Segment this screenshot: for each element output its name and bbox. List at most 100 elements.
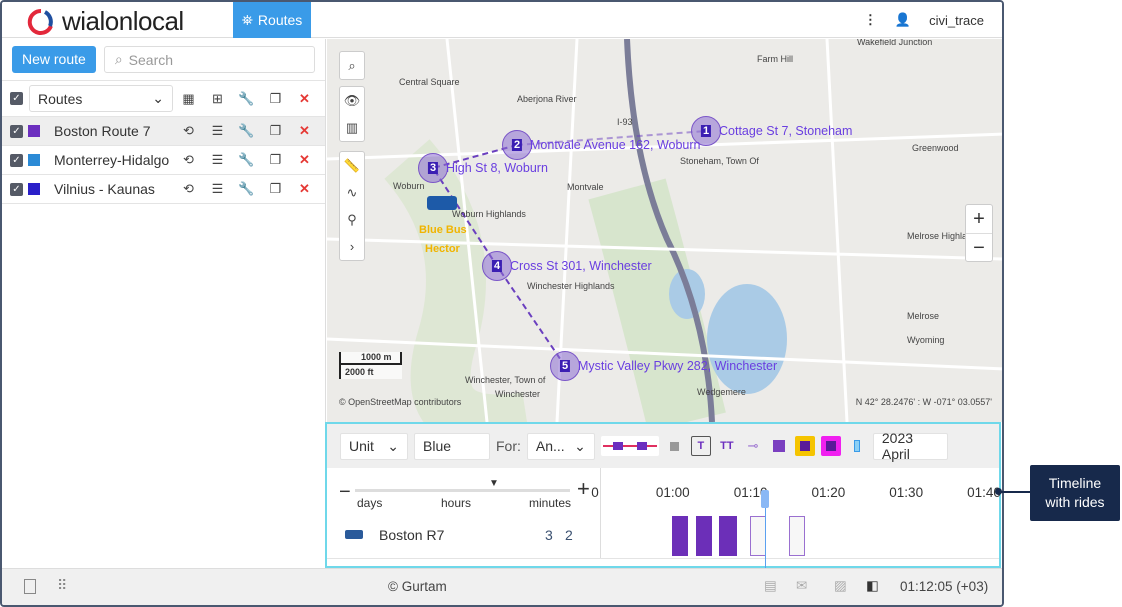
route-row[interactable]: ✓ Boston Route 7 ⟲ ☰ 🔧 ❐ ✕ — [2, 117, 325, 146]
callout-line — [999, 491, 1030, 493]
double-text-icon[interactable]: TT — [720, 440, 734, 452]
route-point-marker[interactable]: 5 — [550, 351, 580, 381]
search-map-icon[interactable]: ⌕ — [348, 57, 356, 73]
map-layers-icon[interactable]: ▥ — [345, 119, 359, 135]
yellow-frame-icon[interactable] — [794, 436, 815, 456]
delete-icon[interactable]: ✕ — [299, 152, 310, 167]
username[interactable]: civi_trace — [929, 12, 984, 28]
route-point-label: Mystic Valley Pkwy 282, Winchester — [578, 359, 778, 373]
route-row[interactable]: ✓ Vilnius - Kaunas ⟲ ☰ 🔧 ❐ ✕ — [2, 175, 325, 204]
route-point-marker[interactable]: 1 — [691, 116, 721, 146]
mail-icon[interactable]: ✉ — [796, 578, 808, 593]
scale-label-hours: hours — [441, 496, 472, 510]
notifications-icon[interactable]: ▤ — [764, 578, 777, 593]
copy-icon[interactable]: ❐ — [269, 152, 282, 167]
planned-ride-bar[interactable] — [788, 516, 806, 556]
list-icon[interactable]: ☰ — [211, 152, 224, 167]
list-icon[interactable]: ☰ — [211, 123, 224, 138]
completed-ride-bar[interactable] — [672, 516, 689, 556]
map[interactable]: Central Square Farm Hill Wakefield Junctio… — [327, 39, 1002, 422]
slider-handle[interactable]: ▼ — [489, 478, 499, 489]
map-coordinates: N 42° 28.2476' : W -071° 03.0557' — [855, 397, 992, 407]
map-place-label: Aberjona River — [517, 94, 577, 104]
map-attribution[interactable]: © OpenStreetMap contributors — [339, 397, 462, 407]
completed-ride-bar[interactable] — [696, 516, 712, 556]
search-input[interactable]: ⌕ Search — [103, 46, 315, 73]
add-schedule-icon[interactable]: ⟲ — [183, 181, 194, 196]
add-schedule-icon[interactable]: ⟲ — [183, 123, 194, 138]
trip-block-icon[interactable] — [769, 436, 789, 456]
user-icon[interactable]: 👤 — [894, 12, 912, 27]
route-point-marker[interactable]: 3 — [418, 153, 448, 183]
scale-slider[interactable]: − ▼ + days hours minutes — [327, 468, 600, 513]
zoom-out-button[interactable]: − — [966, 233, 992, 261]
delete-icon[interactable]: ✕ — [299, 181, 310, 196]
route-checkbox[interactable]: ✓ — [10, 124, 23, 138]
route-checkbox[interactable]: ✓ — [10, 182, 23, 196]
eye-icon[interactable]: 👁 — [343, 92, 361, 108]
wrench-icon[interactable]: 🔧 — [238, 181, 255, 196]
period-select[interactable]: An... ⌄ — [526, 432, 595, 460]
timeline-cursor[interactable] — [761, 490, 770, 568]
route-name[interactable]: Vilnius - Kaunas — [54, 181, 155, 197]
new-route-button[interactable]: New route — [12, 46, 96, 73]
select-all-checkbox[interactable]: ✓ — [10, 92, 23, 105]
wrench-icon[interactable]: 🔧 — [238, 90, 255, 106]
delete-icon[interactable]: ✕ — [299, 90, 310, 106]
unit-type-select[interactable]: Unit ⌄ — [340, 432, 408, 460]
gray-square-icon[interactable] — [665, 436, 685, 456]
route-checkbox[interactable]: ✓ — [10, 153, 23, 167]
map-place-label: Woburn Highlands — [452, 209, 526, 219]
wrench-icon[interactable]: 🔧 — [238, 123, 255, 138]
zoom-out-timeline[interactable]: − — [339, 481, 351, 503]
planned-ride-bar[interactable] — [749, 516, 767, 556]
wrench-icon[interactable]: 🔧 — [238, 152, 255, 167]
route-icon[interactable]: ∿ — [346, 184, 358, 200]
list-icon[interactable]: ☰ — [211, 181, 224, 196]
date-picker[interactable]: 2023 April — [872, 430, 948, 462]
zoom-in-button[interactable]: + — [973, 208, 985, 230]
route-point-label: Cross St 301, Winchester — [510, 259, 652, 273]
add-schedule-icon[interactable]: ⟲ — [183, 152, 194, 167]
wialon-local-logo: wialonlocal — [26, 6, 184, 37]
copy-icon[interactable]: ❐ — [269, 181, 282, 196]
track-mode-icon[interactable] — [600, 436, 659, 456]
route-point-marker[interactable]: 4 — [482, 251, 512, 281]
map-place-label: Wedgemere — [697, 387, 746, 397]
route-row[interactable]: ✓ Monterrey-Hidalgo ⟲ ☰ 🔧 ❐ ✕ — [2, 146, 325, 175]
more-vert-icon[interactable]: ⋮ — [863, 12, 877, 27]
schedule-grid-icon[interactable]: ⊞ — [212, 90, 223, 106]
chevron-right-icon[interactable]: › — [349, 239, 355, 254]
scale-bar: 1000 m 2000 ft — [339, 352, 402, 379]
unit-filter-input[interactable]: Blue — [414, 432, 490, 460]
apps-grid-icon[interactable]: ⠿ — [57, 577, 68, 593]
route-name[interactable]: Boston Route 7 — [54, 123, 151, 139]
time-tick-label: 01:40 — [967, 485, 1001, 500]
image-icon[interactable]: ▨ — [834, 578, 847, 593]
timeline-row: Boston R7 3 2 — [327, 513, 999, 559]
map-place-label: Montvale — [567, 182, 604, 192]
group-select[interactable]: Routes ⌄ — [29, 85, 173, 112]
route-name[interactable]: Monterrey-Hidalgo — [54, 152, 170, 168]
ruler-icon[interactable]: 📏 — [343, 157, 361, 173]
routing-icon[interactable]: ⚲ — [347, 211, 357, 227]
delete-icon[interactable]: ✕ — [299, 123, 310, 138]
text-mode-icon[interactable]: T — [690, 436, 711, 456]
footer: ⠿ © Gurtam ▤ ✉ ▨ ◧ 01:12:05 (+03) — [2, 568, 1002, 605]
zoom-in-timeline[interactable]: + — [577, 476, 590, 501]
stop-icon[interactable]: ⊸ — [747, 438, 759, 453]
route-point-marker[interactable]: 2 — [502, 130, 532, 160]
calendar-icon[interactable]: ▦ — [182, 90, 195, 106]
panel-toggle-icon[interactable] — [24, 579, 36, 594]
cursor-icon[interactable] — [847, 436, 867, 456]
magenta-frame-icon[interactable] — [820, 436, 841, 456]
map-place-label: Melrose — [907, 311, 940, 321]
copy-icon[interactable]: ❐ — [269, 123, 282, 138]
completed-ride-bar[interactable] — [719, 516, 737, 556]
copy-icon[interactable]: ❐ — [269, 90, 282, 106]
time-axis[interactable]: 0 01:00 01:10 01:20 01:30 01:40 — [591, 468, 1001, 513]
tab-routes[interactable]: ⛯ Routes — [233, 2, 311, 38]
route-point-label: Montvale Avenue 162, Woburn — [530, 138, 701, 152]
layout-icon[interactable]: ◧ — [866, 578, 879, 593]
unit-icon[interactable] — [427, 196, 457, 210]
